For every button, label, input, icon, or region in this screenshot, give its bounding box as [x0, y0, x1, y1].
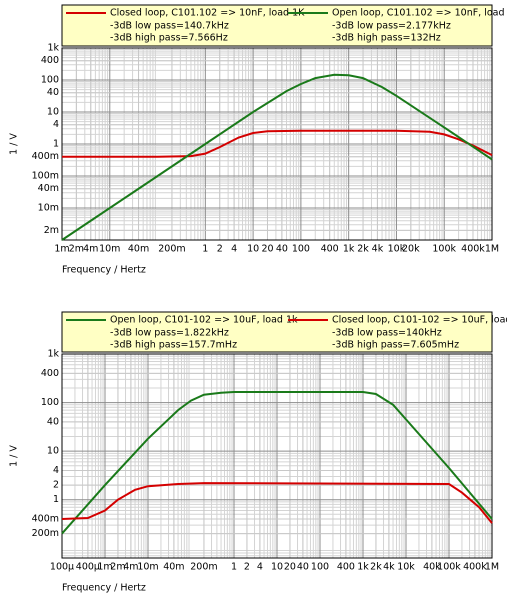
y-tick-label: 100 — [41, 397, 59, 408]
x-tick-label: 20k — [402, 244, 420, 255]
y-axis-label: 1 / V — [9, 133, 20, 155]
x-tick-label: 1M — [485, 244, 499, 255]
legend-label: Open loop, C101-102 => 10uF, load 1k — [110, 315, 298, 326]
y-tick-label: 400m — [32, 514, 59, 525]
x-tick-label: 400 — [337, 562, 355, 573]
x-tick-label: 4 — [257, 562, 263, 573]
x-tick-label: 4 — [231, 244, 237, 255]
y-tick-label: 10m — [38, 203, 59, 214]
legend-annotation: -3dB low pass=140kHz — [332, 328, 442, 339]
legend-annotation: -3dB low pass=1.822kHz — [110, 328, 229, 339]
x-tick-label: 40m — [163, 562, 184, 573]
x-tick-label: 10 — [271, 562, 283, 573]
series-line — [61, 391, 493, 535]
x-tick-label: 100 — [311, 562, 329, 573]
y-tick-label: 40 — [47, 416, 59, 427]
y-tick-label: 10 — [47, 446, 59, 457]
plot-frame — [61, 47, 493, 241]
x-tick-label: 4k — [372, 244, 384, 255]
legend-annotation: -3dB high pass=7.566Hz — [110, 33, 228, 44]
legend-label: Closed loop, C101.102 => 10nF, load 1K — [110, 8, 305, 19]
x-tick-label: 400 — [321, 244, 339, 255]
x-tick-label: 100 — [292, 244, 310, 255]
y-tick-label: 4 — [53, 465, 59, 476]
x-tick-label: 1M — [485, 562, 499, 573]
x-tick-label: 10m — [99, 244, 120, 255]
x-tick-label: 2m — [69, 244, 84, 255]
x-tick-label: 400k — [461, 244, 485, 255]
x-tick-label: 400k — [463, 562, 487, 573]
x-tick-label: 1 — [202, 244, 208, 255]
y-tick-label: 2m — [44, 225, 59, 236]
x-tick-label: 10k — [397, 562, 415, 573]
legend-label: Open loop, C101.102 => 10nF, load 1k — [332, 8, 507, 19]
y-tick-label: 40m — [38, 183, 59, 194]
x-tick-label: 2m — [110, 562, 125, 573]
legend-annotation: -3dB low pass=140.7kHz — [110, 21, 229, 32]
chart: Open loop, C101-102 => 10uF, load 1k -3dB… — [9, 311, 507, 594]
x-tick-label: 40m — [128, 244, 149, 255]
x-tick-label: 2k — [357, 244, 369, 255]
legend-annotation: -3dB high pass=157.7mHz — [110, 340, 237, 351]
y-tick-label: 4 — [53, 119, 59, 130]
x-tick-label: 400µ — [76, 562, 100, 573]
x-tick-label: 40 — [276, 244, 288, 255]
x-tick-label: 40 — [297, 562, 309, 573]
x-tick-label: 10 — [247, 244, 259, 255]
x-tick-label: 10k — [388, 244, 406, 255]
y-tick-label: 40 — [47, 87, 59, 98]
x-tick-label: 1k — [357, 562, 369, 573]
x-tick-label: 4m — [123, 562, 138, 573]
x-axis-label: Frequency / Hertz — [62, 265, 146, 276]
y-tick-label: 1k — [47, 43, 59, 54]
y-tick-label: 1 — [53, 139, 59, 150]
x-tick-label: 10m — [137, 562, 158, 573]
x-tick-label: 100µ — [50, 562, 74, 573]
series-line — [62, 129, 493, 158]
x-axis-label: Frequency / Hertz — [62, 583, 146, 594]
y-tick-label: 400m — [32, 151, 59, 162]
x-tick-label: 200m — [190, 562, 217, 573]
y-tick-label: 1 — [53, 494, 59, 505]
y-tick-label: 2 — [53, 480, 59, 491]
legend-annotation: -3dB high pass=7.605mHz — [332, 340, 459, 351]
chart: Closed loop, C101.102 => 10nF, load 1K -3… — [9, 4, 507, 276]
legend-box — [61, 311, 493, 353]
y-tick-label: 200m — [32, 528, 59, 539]
x-tick-label: 100k — [437, 562, 461, 573]
y-tick-label: 100m — [32, 171, 59, 182]
x-tick-label: 4k — [383, 562, 395, 573]
x-tick-label: 1m — [97, 562, 112, 573]
x-tick-label: 1 — [231, 562, 237, 573]
series-line — [61, 482, 493, 524]
y-tick-label: 1k — [47, 349, 59, 360]
y-tick-label: 400 — [41, 368, 59, 379]
x-tick-label: 2k — [370, 562, 382, 573]
legend-annotation: -3dB low pass=2.177kHz — [332, 21, 451, 32]
y-tick-label: 400 — [41, 55, 59, 66]
x-tick-label: 1m — [54, 244, 69, 255]
y-tick-label: 10 — [47, 107, 59, 118]
x-tick-label: 100k — [432, 244, 456, 255]
x-tick-label: 2 — [244, 562, 250, 573]
x-tick-label: 1k — [343, 244, 355, 255]
y-tick-label: 100 — [41, 75, 59, 86]
legend-label: Closed loop, C101-102 => 10uF, load 1k — [332, 315, 507, 326]
x-tick-label: 4m — [83, 244, 98, 255]
x-tick-label: 2 — [217, 244, 223, 255]
x-tick-label: 20 — [261, 244, 273, 255]
legend-annotation: -3dB high pass=132Hz — [332, 33, 441, 44]
legend-box — [61, 4, 493, 47]
x-tick-label: 20 — [284, 562, 296, 573]
series-line — [61, 73, 493, 241]
y-axis-label: 1 / V — [9, 445, 20, 467]
plot-frame — [61, 353, 493, 559]
x-tick-label: 40k — [423, 562, 441, 573]
x-tick-label: 200m — [158, 244, 185, 255]
